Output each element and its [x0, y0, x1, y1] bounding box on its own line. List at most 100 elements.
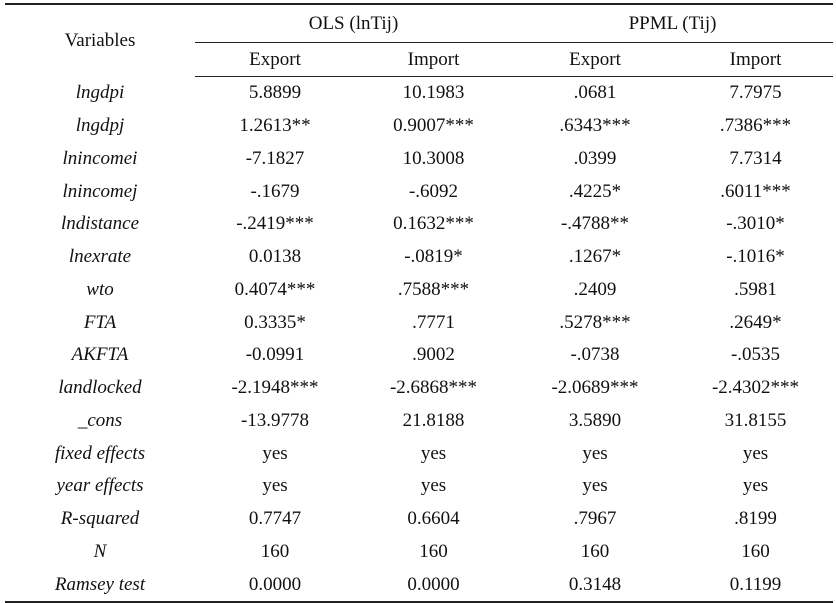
- value-cell: 160: [419, 540, 448, 562]
- value-cell: .9002: [412, 344, 455, 366]
- value-cell: -13.9778: [240, 409, 310, 431]
- value-cell: .7967: [573, 508, 617, 530]
- value-cell: 0.6604: [407, 508, 460, 530]
- variable-name-cell: N: [93, 540, 107, 562]
- value-cell: -.0819*: [404, 246, 463, 268]
- variable-name-cell: AKFTA: [71, 344, 129, 366]
- table-row: R-squared 0.7747 0.6604 .7967 .8199: [5, 503, 833, 536]
- value-cell: -.1679: [250, 180, 300, 202]
- value-cell: .7771: [412, 311, 455, 333]
- variable-name-cell: lndistance: [60, 213, 140, 235]
- header-row-subcolumns: Export Import Export Import: [5, 42, 834, 77]
- value-cell: yes: [262, 442, 288, 464]
- table-row: fixed effects yes yes yes yes: [5, 437, 833, 470]
- value-cell: .2649*: [729, 311, 782, 333]
- value-cell: 10.3008: [402, 147, 465, 169]
- header-row-groups: Variables OLS (lnTij) PPML (Tij): [5, 3, 834, 77]
- variable-name-cell: lnincomej: [62, 180, 138, 202]
- value-cell: 7.7314: [729, 147, 782, 169]
- regression-table: Variables OLS (lnTij) PPML (Tij) Export …: [5, 3, 834, 603]
- value-cell: 0.3335*: [244, 311, 306, 333]
- value-cell: .6343***: [559, 115, 631, 137]
- table-row: lngdpj 1.2613** 0.9007*** .6343*** .7386***: [5, 110, 833, 143]
- value-cell: 160: [580, 540, 610, 562]
- table-row: lnincomei -7.1827 10.3008 .0399 7.7314: [5, 143, 833, 176]
- table-row: lnexrate 0.0138 -.0819* .1267* -.1016*: [5, 241, 833, 274]
- variable-name-cell: Ramsey test: [5, 568, 195, 603]
- value-cell: .6011***: [720, 180, 791, 202]
- table-row: year effects yes yes yes yes: [5, 470, 833, 503]
- value-cell: yes: [582, 475, 608, 497]
- value-cell: yes: [262, 475, 288, 497]
- value-cell: .8199: [734, 508, 777, 530]
- value-cell: 21.8188: [402, 409, 465, 431]
- value-cell: 0.9007***: [393, 115, 474, 137]
- value-cell: 1.2613**: [239, 115, 311, 137]
- table-row: FTA 0.3335* .7771 .5278*** .2649*: [5, 306, 833, 339]
- table-row: _cons -13.9778 21.8188 3.5890 31.8155: [5, 405, 833, 438]
- value-cell: -2.4302***: [711, 377, 800, 399]
- ols-group-header: OLS (lnTij): [195, 3, 513, 43]
- table-body: lngdpi 5.8899 10.1983 .0681 7.7975 lngdpj 1.26…: [5, 77, 834, 603]
- value-cell: -7.1827: [245, 147, 305, 169]
- value-cell: 0.0138: [248, 246, 302, 268]
- value-cell: .4225*: [568, 180, 622, 202]
- value-cell: .7588***: [397, 278, 470, 300]
- value-cell: -2.6868***: [389, 377, 478, 399]
- value-cell: .0399: [573, 147, 617, 169]
- value-cell: 160: [260, 540, 290, 562]
- value-cell: 0.4074***: [234, 278, 316, 300]
- value-cell: .0681: [573, 82, 617, 104]
- variable-name-cell: FTA: [83, 311, 117, 333]
- ppml-export-header: Export: [512, 42, 679, 77]
- value-cell: 160: [741, 540, 770, 562]
- value-cell: .7386***: [719, 115, 792, 137]
- variable-name-cell: fixed effects: [54, 442, 146, 464]
- ppml-import-header: Import: [678, 42, 834, 77]
- table-row: lngdpi 5.8899 10.1983 .0681 7.7975: [5, 77, 833, 110]
- value-cell: 3.5890: [568, 409, 622, 431]
- variable-name-cell: wto: [86, 278, 114, 300]
- table-row: Ramsey test 0.0000 0.0000 0.3148 0.1199: [5, 568, 834, 603]
- value-cell: -0.0991: [245, 344, 305, 366]
- variable-name-cell: R-squared: [60, 508, 140, 530]
- variable-name-cell: lnexrate: [68, 246, 132, 268]
- value-cell: -.3010*: [726, 213, 785, 235]
- table-row: wto 0.4074*** .7588*** .2409 .5981: [5, 274, 833, 307]
- value-cell: 7.7975: [729, 82, 782, 104]
- value-cell: -.6092: [408, 180, 459, 202]
- value-cell: 0.1199: [678, 568, 834, 603]
- value-cell: .1267*: [568, 246, 622, 268]
- value-cell: 10.1983: [402, 82, 465, 104]
- variable-name-cell: lngdpj: [75, 115, 125, 137]
- value-cell: .5981: [734, 278, 777, 300]
- value-cell: 0.1632***: [393, 213, 474, 235]
- table-row: AKFTA -0.0991 .9002 -.0738 -.0535: [5, 339, 833, 372]
- table-row: lnincomej -.1679 -.6092 .4225* .6011***: [5, 175, 833, 208]
- value-cell: -.2419***: [236, 213, 314, 235]
- variable-name-cell: landlocked: [58, 377, 142, 399]
- table-row: lndistance -.2419*** 0.1632*** -.4788** -.30…: [5, 208, 833, 241]
- table-row: landlocked -2.1948*** -2.6868*** -2.0689***…: [5, 372, 833, 405]
- variables-header: Variables: [5, 3, 195, 77]
- ols-export-header: Export: [195, 42, 355, 77]
- value-cell: yes: [420, 442, 447, 464]
- value-cell: -2.1948***: [231, 377, 319, 399]
- value-cell: 5.8899: [248, 82, 302, 104]
- variable-name-cell: lnincomei: [62, 147, 138, 169]
- ols-import-header: Import: [355, 42, 513, 77]
- value-cell: -.0535: [730, 344, 781, 366]
- value-cell: -.0738: [570, 344, 620, 366]
- variable-name-cell: year effects: [56, 475, 144, 497]
- ppml-group-header: PPML (Tij): [512, 3, 834, 43]
- value-cell: -.1016*: [726, 246, 785, 268]
- table-row: N 160 160 160 160: [5, 536, 833, 569]
- value-cell: 31.8155: [724, 409, 787, 431]
- value-cell: 0.0000: [355, 568, 513, 603]
- value-cell: .5278***: [559, 311, 631, 333]
- value-cell: yes: [742, 475, 769, 497]
- value-cell: -.4788**: [560, 213, 630, 235]
- value-cell: yes: [420, 475, 447, 497]
- variable-name-cell: _cons: [77, 409, 123, 431]
